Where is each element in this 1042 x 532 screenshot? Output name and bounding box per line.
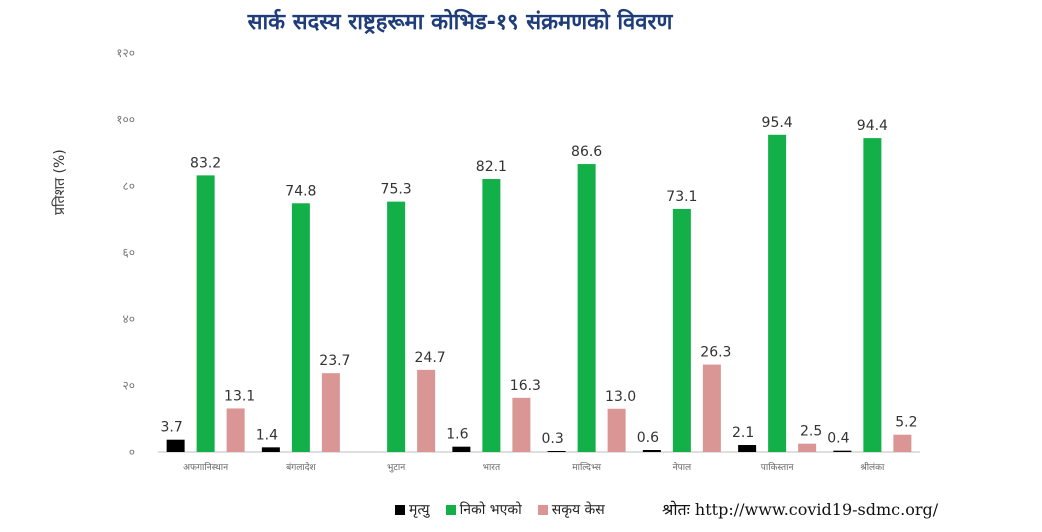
legend-label-active: सकृय केस xyxy=(551,502,605,518)
source-label: श्रोतः xyxy=(662,500,690,519)
bar-0 xyxy=(261,447,280,452)
bar-2 xyxy=(607,408,626,452)
bar-1 xyxy=(482,179,501,452)
category-label: भुटान xyxy=(387,463,406,473)
bar-0 xyxy=(452,446,471,452)
y-tick-label: ४० xyxy=(123,312,135,326)
y-tick-label: २० xyxy=(123,379,135,393)
bar-0 xyxy=(642,450,661,452)
data-label: 3.7 xyxy=(160,420,182,436)
data-label: 86.6 xyxy=(571,144,602,160)
legend-swatch-deaths xyxy=(395,504,405,515)
category-label: अफगानिस्थान xyxy=(183,461,229,473)
data-label: 24.7 xyxy=(415,350,446,366)
legend-item-recovered: निको भएको xyxy=(445,500,522,519)
data-label: 82.1 xyxy=(476,159,507,175)
y-tick-label: ६० xyxy=(123,246,135,260)
chart-title: सार्क सदस्य राष्ट्रहरूमा कोभिड-१९ संक्रम… xyxy=(247,10,673,35)
bar-2 xyxy=(702,364,721,452)
legend-item-deaths: मृत्यु xyxy=(395,500,430,519)
data-label: 0.6 xyxy=(637,430,659,446)
legend-swatch-recovered xyxy=(445,504,456,515)
bar-0 xyxy=(166,439,185,452)
category-label: बंगलादेश xyxy=(286,461,316,473)
y-tick-label: १२० xyxy=(116,46,135,60)
legend-label-deaths: मृत्यु xyxy=(409,502,430,518)
category-label: नेपाल xyxy=(673,461,692,473)
bar-2 xyxy=(417,369,436,452)
category-label: भारत xyxy=(483,463,501,473)
bar-2 xyxy=(893,434,912,452)
bar-1 xyxy=(672,208,691,452)
legend-label-recovered: निको भएको xyxy=(459,502,522,518)
bar-0 xyxy=(547,451,566,452)
bar-1 xyxy=(291,203,310,452)
bar-2 xyxy=(321,373,340,452)
source-url: http://www.covid19-sdmc.org/ xyxy=(694,500,939,519)
y-tick-label: १०० xyxy=(116,113,135,127)
y-tick-label: ८० xyxy=(123,179,135,193)
data-label: 0.4 xyxy=(827,431,849,447)
bar-0 xyxy=(833,450,852,452)
data-label: 73.1 xyxy=(666,189,697,205)
y-tick-label: ० xyxy=(129,445,135,459)
legend-swatch-active xyxy=(537,504,548,515)
bar-2 xyxy=(226,408,245,452)
data-label: 2.1 xyxy=(732,425,754,441)
data-label: 95.4 xyxy=(762,115,793,131)
bar-1 xyxy=(863,138,882,452)
bar-1 xyxy=(196,175,215,453)
data-label: 83.2 xyxy=(190,155,221,171)
bar-2 xyxy=(512,397,531,452)
category-label: माल्दिभ्स xyxy=(572,461,602,473)
category-label: श्रीलंका xyxy=(860,461,885,473)
data-label: 16.3 xyxy=(510,378,541,394)
data-label: 13.1 xyxy=(224,388,255,404)
data-label: 74.8 xyxy=(285,183,316,199)
data-label: 1.4 xyxy=(256,427,278,443)
bar-2 xyxy=(798,443,817,452)
bar-1 xyxy=(768,134,787,453)
data-label: 5.2 xyxy=(895,415,917,431)
data-label: 75.3 xyxy=(381,182,412,198)
data-label: 94.4 xyxy=(857,118,888,134)
data-label: 13.0 xyxy=(605,389,636,405)
bar-1 xyxy=(577,164,596,452)
legend: मृत्यु निको भएको सकृय केस xyxy=(395,500,605,519)
data-label: 26.3 xyxy=(700,345,731,361)
data-label: 23.7 xyxy=(319,353,350,369)
data-label: 0.3 xyxy=(541,431,563,447)
data-label: 1.6 xyxy=(446,427,468,443)
category-label: पाकिस्तान xyxy=(761,461,795,473)
data-label: 2.5 xyxy=(800,424,822,440)
bar-0 xyxy=(738,445,757,452)
legend-item-active: सकृय केस xyxy=(537,500,605,519)
source-note: श्रोतः http://www.covid19-sdmc.org/ xyxy=(662,498,938,520)
bar-1 xyxy=(387,201,406,452)
